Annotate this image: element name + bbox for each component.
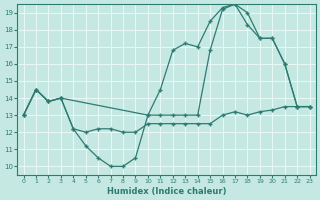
X-axis label: Humidex (Indice chaleur): Humidex (Indice chaleur) bbox=[107, 187, 226, 196]
